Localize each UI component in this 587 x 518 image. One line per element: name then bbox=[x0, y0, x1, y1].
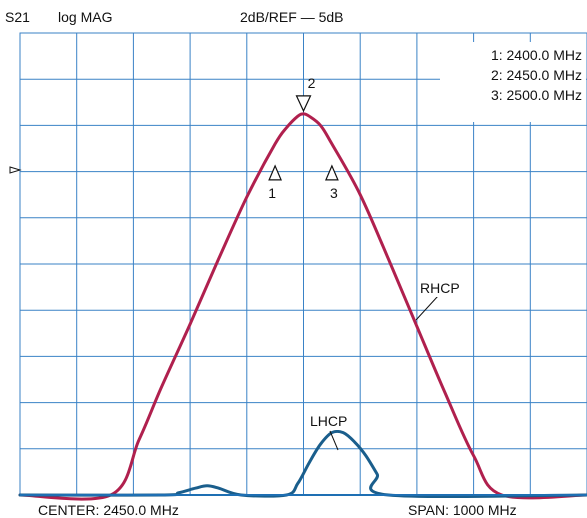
marker-1-label: 1 bbox=[268, 185, 276, 201]
grid bbox=[20, 33, 587, 495]
trace-rhcp bbox=[18, 112, 587, 501]
span-label: SPAN: 1000 MHz bbox=[408, 502, 517, 518]
format-label: log MAG bbox=[58, 9, 112, 25]
traces bbox=[18, 112, 587, 501]
trace-lhcp bbox=[18, 429, 587, 499]
marker-2-icon bbox=[295, 95, 312, 113]
lhcp-label: LHCP bbox=[310, 413, 347, 429]
scale-label: 2dB/REF — 5dB bbox=[240, 9, 344, 25]
reference-indicator-icon bbox=[9, 166, 22, 174]
lhcp-label-bg bbox=[308, 412, 354, 430]
marker-readout-2: 2: 2450.0 MHz bbox=[491, 67, 582, 83]
marker-3-label: 3 bbox=[330, 185, 338, 201]
rhcp-leader-line bbox=[415, 295, 439, 321]
marker-readout-1: 1: 2400.0 MHz bbox=[491, 47, 582, 63]
plot-area: 1: 2400.0 MHz 2: 2450.0 MHz 3: 2500.0 MH… bbox=[9, 32, 587, 501]
parameter-label: S21 bbox=[5, 9, 30, 25]
rhcp-label-bg bbox=[418, 279, 464, 297]
marker-2-label: 2 bbox=[308, 75, 316, 91]
marker-3-icon bbox=[324, 164, 339, 181]
markers: 1 2 3 bbox=[268, 75, 339, 201]
marker-1-icon bbox=[268, 164, 283, 181]
rhcp-label: RHCP bbox=[420, 280, 460, 296]
marker-readout-box bbox=[440, 42, 586, 122]
marker-readout-3: 3: 2500.0 MHz bbox=[491, 87, 582, 103]
center-frequency-label: CENTER: 2450.0 MHz bbox=[38, 502, 179, 518]
lhcp-leader-line bbox=[329, 430, 339, 451]
